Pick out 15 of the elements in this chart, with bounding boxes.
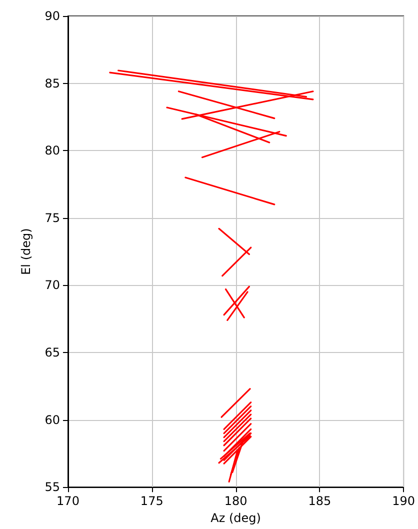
y-tick-label: 55 <box>44 480 60 494</box>
y-tick-label: 80 <box>44 144 60 158</box>
y-tick-label: 75 <box>44 210 60 225</box>
x-tick-label: 185 <box>308 494 332 508</box>
x-tick-label: 170 <box>56 494 80 508</box>
y-tick-label: 65 <box>44 346 60 360</box>
y-tick-label: 60 <box>44 412 60 427</box>
x-axis-title: Az (deg) <box>210 511 261 525</box>
x-tick-label: 180 <box>224 494 248 508</box>
x-tick-label: 175 <box>140 494 164 508</box>
y-axis-title: El (deg) <box>19 228 33 275</box>
x-tick-label: 190 <box>392 494 415 508</box>
y-tick-label: 70 <box>44 278 60 292</box>
y-tick-label: 85 <box>44 76 60 90</box>
y-tick-label: 90 <box>44 9 60 23</box>
